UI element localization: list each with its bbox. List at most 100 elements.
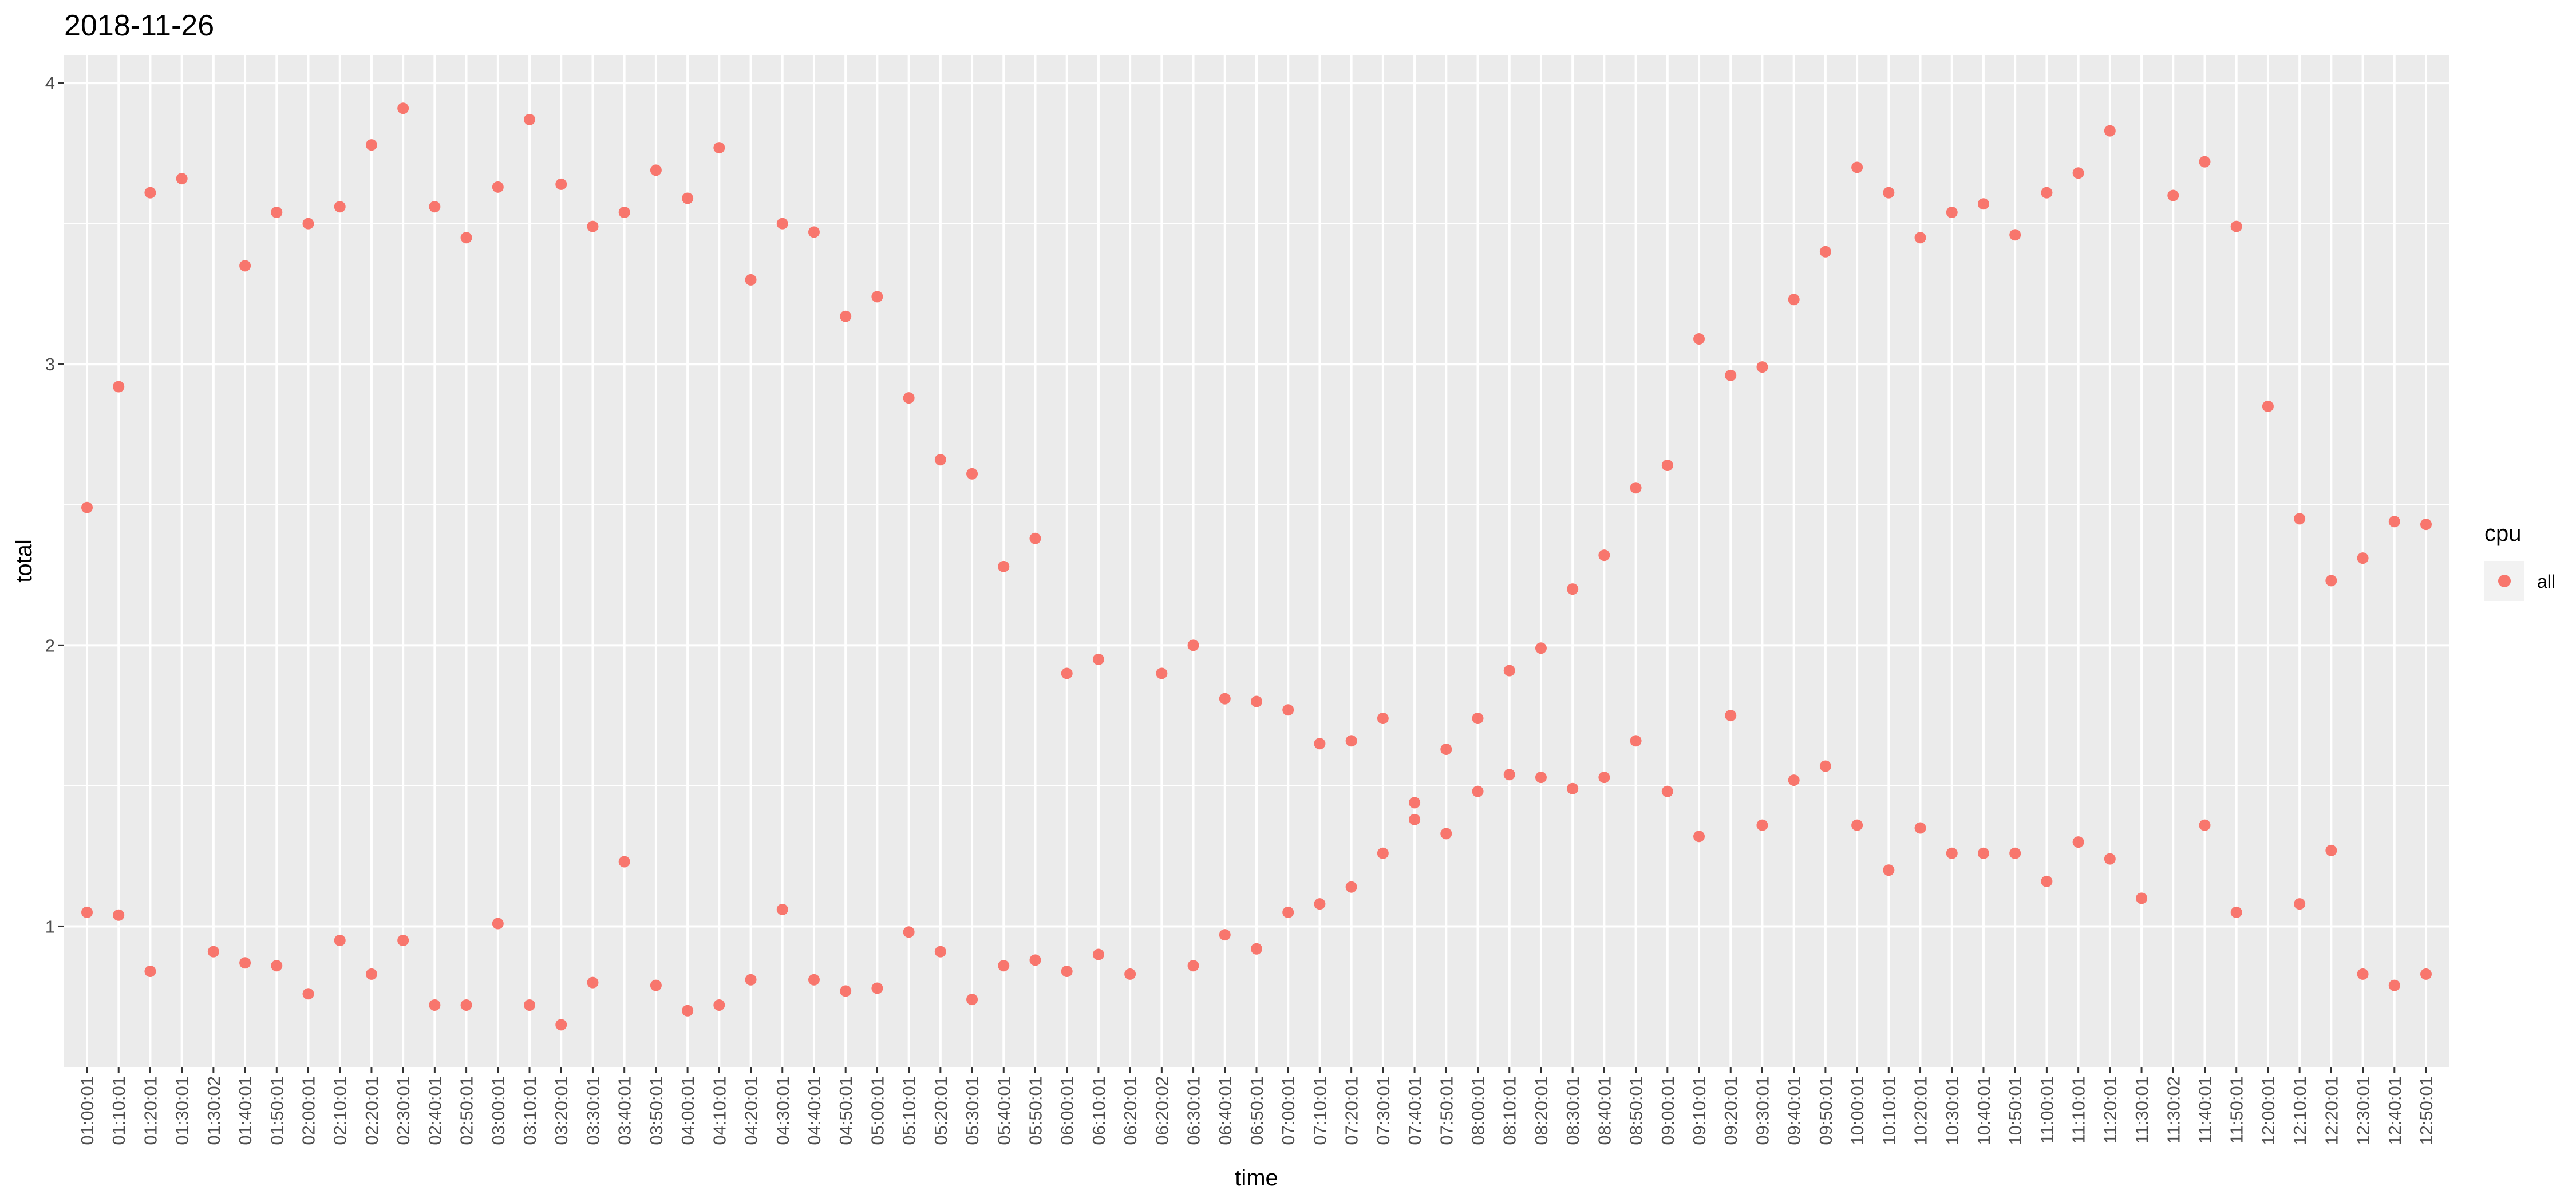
data-point xyxy=(2167,189,2179,201)
data-point xyxy=(2325,575,2337,587)
data-point xyxy=(1472,713,1484,725)
data-point xyxy=(682,1005,694,1017)
x-tick-label: 03:40:01 xyxy=(615,1076,635,1145)
x-tick-label: 02:30:01 xyxy=(393,1076,413,1145)
data-point xyxy=(271,207,283,219)
data-point xyxy=(492,918,504,930)
x-tick-label: 11:50:01 xyxy=(2227,1076,2247,1144)
x-tick-label: 02:10:01 xyxy=(330,1076,350,1145)
data-point xyxy=(1503,769,1515,781)
x-tick-label: 09:30:01 xyxy=(1752,1076,1772,1145)
x-tick-label: 06:20:02 xyxy=(1152,1076,1172,1145)
x-tick-label: 02:00:01 xyxy=(299,1076,319,1145)
x-tick-label: 01:40:01 xyxy=(235,1076,255,1145)
data-point xyxy=(1756,819,1768,831)
data-point xyxy=(1251,943,1262,955)
data-point xyxy=(1029,954,1041,966)
data-point xyxy=(1251,695,1262,707)
data-point xyxy=(2009,229,2021,241)
y-tick-label: 1 xyxy=(45,916,55,936)
x-tick-label: 11:20:01 xyxy=(2100,1076,2120,1144)
data-point xyxy=(2294,898,2306,910)
data-point xyxy=(2136,892,2148,904)
data-point xyxy=(2262,400,2274,412)
data-point xyxy=(2072,836,2084,848)
data-point xyxy=(1946,207,1958,219)
x-tick-label: 11:00:01 xyxy=(2037,1076,2057,1144)
x-tick-label: 05:00:01 xyxy=(867,1076,887,1145)
x-tick-label: 12:10:01 xyxy=(2290,1076,2310,1145)
data-point xyxy=(365,139,377,151)
y-tick-label: 4 xyxy=(45,73,55,93)
x-tick-label: 01:50:01 xyxy=(267,1076,287,1145)
x-tick-label: 04:50:01 xyxy=(836,1076,856,1145)
x-tick-label: 02:50:01 xyxy=(457,1076,477,1145)
grid-major xyxy=(64,55,2449,1067)
data-point xyxy=(1282,906,1294,918)
x-tick-label: 08:30:01 xyxy=(1563,1076,1583,1145)
data-point xyxy=(1756,361,1768,373)
data-point xyxy=(745,974,757,986)
x-tick-label: 01:30:01 xyxy=(172,1076,192,1145)
data-point xyxy=(840,985,852,997)
x-tick-label: 12:50:01 xyxy=(2416,1076,2436,1145)
data-point xyxy=(1661,460,1673,472)
x-tick-label: 09:00:01 xyxy=(1658,1076,1678,1145)
data-point xyxy=(1187,639,1199,651)
data-point xyxy=(1630,735,1642,747)
data-point xyxy=(2294,513,2306,525)
data-point xyxy=(1503,665,1515,677)
x-tick-label: 10:10:01 xyxy=(1879,1076,1899,1145)
data-point xyxy=(555,1019,567,1031)
x-tick-label: 04:20:01 xyxy=(741,1076,761,1145)
data-point xyxy=(871,982,883,994)
x-tick-label: 04:00:01 xyxy=(678,1076,698,1145)
x-tick-label: 05:50:01 xyxy=(1025,1076,1045,1145)
x-tick-label: 06:20:01 xyxy=(1120,1076,1140,1145)
data-point xyxy=(176,173,188,185)
data-point xyxy=(2199,156,2211,168)
data-point xyxy=(713,142,725,154)
data-point xyxy=(871,291,883,303)
x-tick-label: 12:20:01 xyxy=(2321,1076,2341,1145)
data-point xyxy=(1092,653,1104,665)
x-tick-label: 03:00:01 xyxy=(488,1076,508,1145)
x-tick-label: 06:10:01 xyxy=(1089,1076,1109,1145)
data-point xyxy=(524,113,536,125)
legend-label-all: all xyxy=(2537,571,2555,592)
data-point xyxy=(1092,948,1104,960)
data-point xyxy=(745,274,757,286)
data-point xyxy=(1567,583,1579,595)
x-tick-label: 12:30:01 xyxy=(2353,1076,2373,1145)
data-point xyxy=(144,187,156,199)
x-tick-label: 03:30:01 xyxy=(583,1076,603,1145)
data-point xyxy=(1567,782,1579,794)
x-axis: 01:00:01 01:10:01 01:20:01 01:30:01 01:30:02… xyxy=(77,1067,2436,1145)
data-point xyxy=(1282,704,1294,716)
data-point xyxy=(934,454,946,466)
y-axis-title: total xyxy=(11,539,37,583)
data-point xyxy=(1535,642,1547,654)
x-tick-label: 08:40:01 xyxy=(1594,1076,1614,1145)
data-point xyxy=(1914,232,1926,244)
data-point xyxy=(1883,864,1895,876)
data-point xyxy=(1535,772,1547,784)
data-point xyxy=(460,232,472,244)
data-point xyxy=(1819,246,1831,258)
data-point xyxy=(1693,333,1705,345)
data-point xyxy=(271,960,283,972)
x-tick-label: 09:20:01 xyxy=(1721,1076,1741,1145)
data-point xyxy=(1219,929,1231,941)
data-point xyxy=(903,926,915,938)
x-tick-label: 10:00:01 xyxy=(1847,1076,1867,1145)
legend-title: cpu xyxy=(2484,521,2522,546)
x-tick-label: 02:40:01 xyxy=(425,1076,445,1145)
data-point xyxy=(840,310,852,322)
data-point xyxy=(2199,819,2211,831)
x-tick-label: 05:40:01 xyxy=(994,1076,1014,1145)
data-point xyxy=(81,906,93,918)
data-point xyxy=(1345,881,1357,893)
data-point xyxy=(1598,549,1610,562)
x-tick-label: 04:40:01 xyxy=(804,1076,824,1145)
x-tick-label: 09:50:01 xyxy=(1816,1076,1836,1145)
